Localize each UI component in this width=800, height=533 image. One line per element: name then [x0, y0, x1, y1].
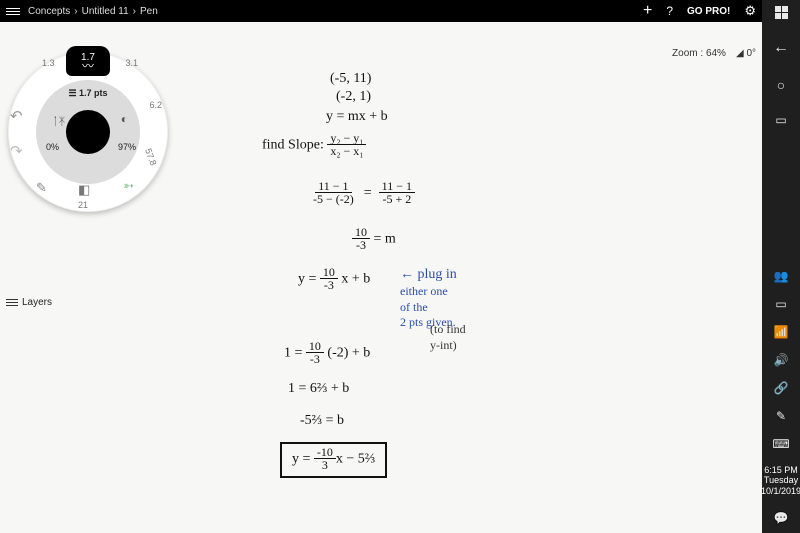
- help-button[interactable]: ?: [666, 4, 673, 18]
- wiggle-icon: ᛙᛡ: [52, 116, 65, 128]
- cortana-icon[interactable]: ○: [777, 77, 785, 93]
- wheel-seg-s[interactable]: 21: [78, 200, 88, 210]
- drawing-canvas[interactable]: Zoom : 64% ◢ 0° 1.7 〰 ☰ 1.7 pts 0% 97% ᛙ…: [0, 22, 762, 533]
- contrast-icon: ◐: [121, 112, 128, 126]
- hw-slope-result: 10-3 = m: [352, 226, 396, 252]
- wifi-icon[interactable]: 📶: [774, 325, 789, 339]
- hw-point2: (-2, 1): [336, 88, 371, 106]
- wave-icon: 〰: [82, 63, 94, 70]
- app-topbar: Concepts › Untitled 11 › Pen + ? GO PRO!…: [0, 0, 762, 22]
- tool-wheel[interactable]: 1.7 〰 ☰ 1.7 pts 0% 97% ᛙᛡ ◐ 1.3 3.1 6.2 …: [8, 52, 168, 212]
- hw-eq-line: y = mx + b: [326, 108, 388, 126]
- hw-sub3: -5⅔ = b: [300, 412, 344, 430]
- hw-sub2: 1 = 6⅔ + b: [288, 380, 349, 398]
- app-window: Concepts › Untitled 11 › Pen + ? GO PRO!…: [0, 0, 762, 533]
- layers-label: Layers: [22, 297, 52, 308]
- gopro-button[interactable]: GO PRO!: [687, 6, 730, 17]
- wheel-seg-e[interactable]: 6.2: [149, 100, 162, 110]
- undo-icon[interactable]: ↶: [10, 107, 23, 125]
- windows-taskbar: ← ○ ▭ 👥 ▭ 📶 🔊 🔗 ✎ ⌨ 6:15 PM Tuesday 10/1…: [762, 0, 800, 533]
- clock-time: 6:15 PM: [761, 465, 800, 476]
- settings-icon[interactable]: ⚙: [744, 3, 756, 19]
- size-readout: ☰ 1.7 pts: [8, 88, 168, 99]
- keyboard-icon[interactable]: ⌨: [772, 437, 789, 451]
- taskview-icon[interactable]: ▭: [775, 113, 786, 127]
- crumb-sep: ›: [133, 6, 136, 17]
- crumb-file[interactable]: Untitled 11: [82, 6, 129, 17]
- people-icon[interactable]: 👥: [774, 269, 789, 283]
- pencil-icon[interactable]: ✎: [36, 180, 47, 196]
- layers-icon: [6, 299, 18, 306]
- hw-answer: y = -103x − 5⅔: [280, 442, 387, 478]
- hw-y-eq: y = 10-3 x + b: [298, 266, 370, 292]
- clock[interactable]: 6:15 PM Tuesday 10/1/2019: [761, 465, 800, 497]
- wheel-seg-ne[interactable]: 3.1: [125, 58, 138, 68]
- crumb-tool[interactable]: Pen: [140, 6, 158, 17]
- layers-button[interactable]: Layers: [6, 297, 52, 308]
- hw-point1: (-5, 11): [330, 70, 371, 88]
- pen-tray-icon[interactable]: ✎: [776, 409, 786, 423]
- crumb-concepts[interactable]: Concepts: [28, 6, 70, 17]
- hw-findslope: find Slope: y₂ − y₁x₂ − x₁: [262, 132, 366, 158]
- redo-alt-icon[interactable]: ↷: [10, 142, 23, 160]
- clock-date: 10/1/2019: [761, 486, 800, 497]
- wheel-active-segment[interactable]: 1.7 〰: [66, 46, 110, 76]
- add-button[interactable]: +: [643, 3, 652, 19]
- canvas-status: Zoom : 64% ◢ 0°: [672, 48, 756, 59]
- color-swatch[interactable]: [66, 110, 110, 154]
- battery-icon[interactable]: ▭: [775, 297, 786, 311]
- crumb-sep: ›: [74, 6, 77, 17]
- back-icon[interactable]: ←: [773, 39, 789, 57]
- opacity-right: 97%: [118, 142, 136, 152]
- connect-icon[interactable]: 🔗: [774, 381, 789, 395]
- opacity-left: 0%: [46, 142, 59, 152]
- clock-day: Tuesday: [761, 475, 800, 486]
- wheel-seg-nw[interactable]: 1.3: [42, 58, 55, 68]
- hw-slope-sub: 11 − 1-5 − (-2) = 11 − 1-5 + 2: [310, 180, 415, 206]
- notifications-icon[interactable]: 💬: [774, 511, 789, 525]
- arrow-icon: ← plug in: [400, 267, 457, 282]
- windows-start-icon[interactable]: [775, 6, 788, 19]
- angle-label: ◢ 0°: [736, 48, 756, 59]
- volume-icon[interactable]: 🔊: [774, 353, 789, 367]
- fill-icon[interactable]: ◧: [78, 182, 90, 198]
- menu-icon[interactable]: [6, 8, 20, 15]
- redo-icon[interactable]: ➳: [123, 178, 134, 194]
- zoom-label: Zoom : 64%: [672, 48, 726, 59]
- hw-sub1: 1 = 10-3 (-2) + b: [284, 340, 370, 366]
- breadcrumb: Concepts › Untitled 11 › Pen: [28, 6, 158, 17]
- hw-note2: (to find y-int): [430, 322, 466, 353]
